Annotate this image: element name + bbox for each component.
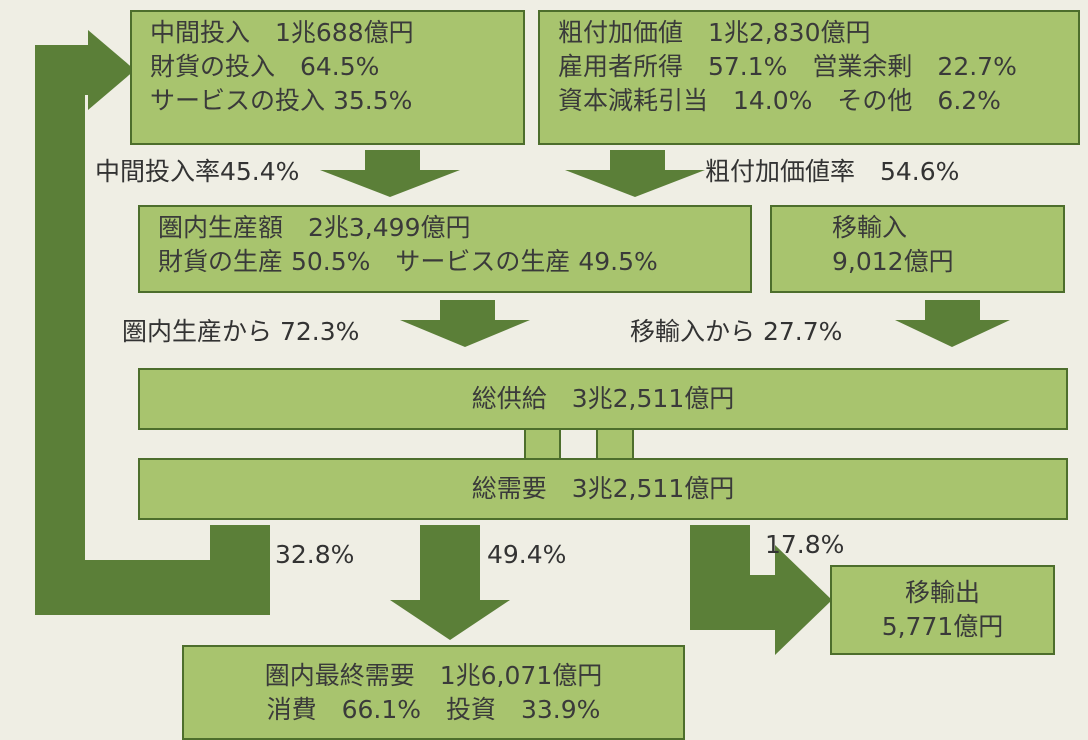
total-demand-box: 総需要 3兆2,511億円 [138, 458, 1068, 520]
box-line: 粗付加価値 1兆2,830億円 [558, 18, 871, 47]
flow-label: 圏内生産から 72.3% [122, 317, 360, 346]
box-line: 9,012億円 [832, 247, 954, 276]
flow-label: 17.8% [765, 530, 845, 559]
down-arrow [320, 150, 460, 197]
box-line: 圏内生産額 2兆3,499億円 [158, 213, 471, 242]
intermediate-input-box: 中間投入 1兆688億円 財貨の投入 64.5% サービスの投入 35.5% [130, 10, 525, 145]
box-line: 雇用者所得 57.1% 営業余剰 22.7% [558, 52, 1017, 81]
box-line: 5,771億円 [881, 612, 1004, 641]
flow-label: 32.8% [275, 540, 355, 569]
imports-box: 移輸入 9,012億円 [770, 205, 1065, 293]
flow-label: 移輸入から 27.7% [630, 317, 843, 346]
down-arrow [400, 300, 530, 347]
box-line: 移輸出 [904, 578, 980, 607]
loop-arrow-head [88, 30, 135, 110]
connector [524, 427, 561, 461]
flow-label: 粗付加価値率 54.6% [705, 157, 960, 186]
domestic-production-box: 圏内生産額 2兆3,499億円財貨の生産 50.5% サービスの生産 49.5% [138, 205, 752, 293]
final-demand-box: 圏内最終需要 1兆6,071億円 消費 66.1% 投資 33.9% [182, 645, 685, 740]
export-arrow [690, 525, 832, 655]
exports-box: 移輸出 5,771億円 [830, 565, 1055, 655]
box-line: 移輸入 [832, 213, 908, 242]
box-line: 財貨の生産 50.5% サービスの生産 49.5% [158, 247, 658, 276]
loop-arrow-top [35, 45, 90, 95]
loop-arrow-vertical [35, 70, 85, 615]
box-line: 消費 66.1% 投資 33.9% [266, 694, 601, 724]
box-line: 中間投入 1兆688億円 [150, 18, 414, 47]
value-added-box: 粗付加価値 1兆2,830億円雇用者所得 57.1% 営業余剰 22.7% 資本減… [538, 10, 1080, 145]
loop-arrow-stem [210, 525, 270, 615]
box-line: 総供給 3兆2,511億円 [471, 384, 735, 413]
connector [596, 427, 634, 461]
down-arrow [565, 150, 705, 197]
box-line: 総需要 3兆2,511億円 [471, 474, 735, 503]
flow-label: 中間投入率45.4% [95, 157, 300, 186]
down-arrow [895, 300, 1010, 347]
box-line: 圏内最終需要 1兆6,071億円 [264, 660, 603, 690]
flow-label: 49.4% [487, 540, 567, 569]
total-supply-box: 総供給 3兆2,511億円 [138, 368, 1068, 430]
box-line: 財貨の投入 64.5% [150, 52, 380, 81]
box-line: 資本減耗引当 14.0% その他 6.2% [558, 86, 1001, 115]
box-line: サービスの投入 35.5% [150, 86, 413, 115]
down-arrow [390, 525, 510, 640]
